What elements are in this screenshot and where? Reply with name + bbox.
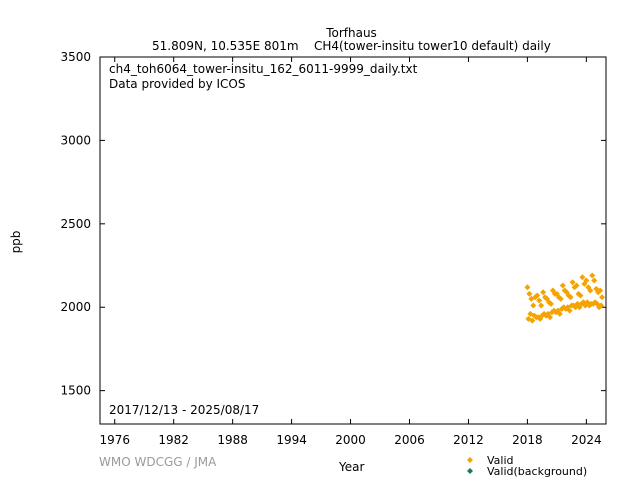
y-axis: 1500 2000 2500 3000 3500 (60, 50, 606, 398)
data-point (534, 292, 541, 299)
y-tick-label: 1500 (60, 384, 91, 398)
data-point (529, 317, 536, 324)
data-point (583, 277, 590, 284)
data-point (598, 302, 605, 309)
legend-valid-label: Valid (487, 454, 514, 467)
data-point (577, 292, 584, 299)
data-point (579, 274, 586, 281)
x-axis-label: Year (339, 460, 365, 474)
x-tick-label: 2006 (394, 433, 425, 447)
x-tick-label: 1976 (99, 433, 130, 447)
data-point (530, 302, 537, 309)
data-point (599, 294, 606, 301)
data-point (591, 277, 598, 284)
y-axis-label: ppb (9, 230, 23, 254)
data-point (587, 287, 594, 294)
x-tick-label: 2024 (571, 433, 602, 447)
legend-valid-marker (467, 457, 473, 463)
data-point (538, 302, 545, 309)
data-point (556, 310, 563, 317)
credit-text: WMO WDCGG / JMA (99, 455, 217, 469)
y-tick-label: 2500 (60, 217, 91, 231)
data-point (566, 307, 573, 314)
y-tick-label: 2000 (60, 300, 91, 314)
annotation-provider: Data provided by ICOS (109, 77, 245, 91)
x-tick-label: 2018 (512, 433, 543, 447)
x-tick-label: 1994 (276, 433, 307, 447)
data-point (589, 272, 596, 279)
chart-title-location: 51.809N, 10.535E 801m (152, 39, 299, 53)
annotation-date-range: 2017/12/13 - 2025/08/17 (109, 403, 259, 417)
data-point (597, 287, 604, 294)
data-point (546, 314, 553, 321)
data-point (540, 289, 547, 296)
data-point (526, 290, 533, 297)
data-point (573, 282, 580, 289)
x-tick-label: 1982 (158, 433, 189, 447)
annotation-filename: ch4_toh6064_tower-insitu_162_6011-9999_d… (109, 62, 418, 76)
chart-title-station: Torfhaus (326, 26, 377, 40)
x-tick-label: 1988 (217, 433, 248, 447)
data-point (524, 284, 531, 291)
legend-valid-background-label: Valid(background) (487, 465, 587, 478)
data-point (567, 294, 574, 301)
data-point (547, 300, 554, 307)
y-tick-label: 3500 (60, 50, 91, 64)
data-point (536, 297, 543, 304)
legend-valid-background-marker (467, 468, 473, 474)
x-tick-label: 2012 (453, 433, 484, 447)
data-point (557, 295, 564, 302)
x-axis: 1976 1982 1988 1994 2000 2006 2012 2018 2024 (99, 57, 602, 447)
chart-title-series: CH4(tower-insitu tower10 default) daily (314, 39, 551, 53)
data-point (569, 279, 576, 286)
data-point (559, 282, 566, 289)
x-tick-label: 2000 (335, 433, 366, 447)
plot-frame (99, 56, 607, 425)
data-points (524, 272, 606, 324)
y-tick-label: 3000 (60, 133, 91, 147)
